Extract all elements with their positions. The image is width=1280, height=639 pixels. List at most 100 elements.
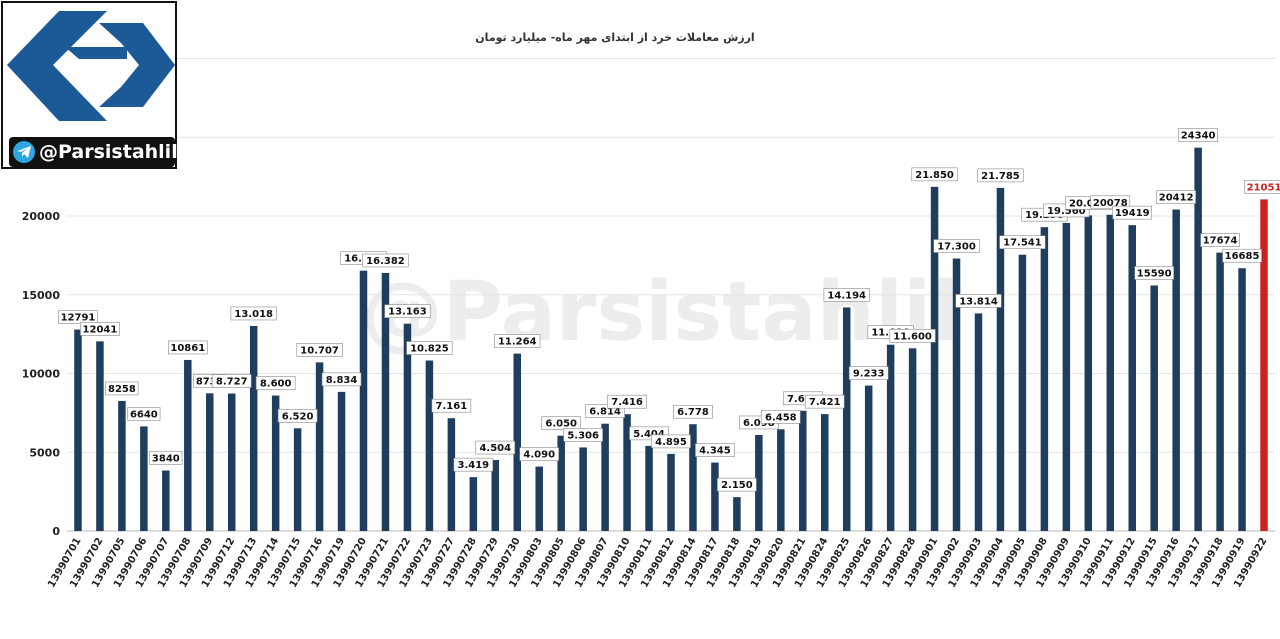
data-label-box <box>911 167 958 182</box>
bar <box>1150 285 1158 531</box>
data-label: 6.098 <box>743 418 775 429</box>
data-label-box <box>1200 233 1240 247</box>
data-label-box <box>431 398 472 413</box>
bar <box>864 385 873 531</box>
bar <box>601 423 609 531</box>
data-label: 16.382 <box>366 256 405 267</box>
data-label-box <box>362 253 409 268</box>
bar <box>799 410 807 531</box>
data-label: 20.036 <box>1069 198 1108 209</box>
bar <box>118 400 126 531</box>
data-label: 7.416 <box>611 397 643 408</box>
bar <box>1238 268 1246 531</box>
data-label-box <box>673 404 713 419</box>
data-label: 9.233 <box>853 369 885 380</box>
data-label: 8739 <box>196 376 224 387</box>
data-label: 5.404 <box>633 429 665 440</box>
bar <box>711 462 719 531</box>
bar <box>249 325 258 531</box>
data-label: 11.600 <box>893 331 932 342</box>
data-label-box <box>1134 266 1174 280</box>
bar <box>755 434 763 531</box>
data-label: 7.161 <box>436 401 468 412</box>
data-label: 8.727 <box>216 377 248 388</box>
data-label: 12041 <box>83 324 118 335</box>
bar <box>689 424 697 531</box>
bar <box>227 393 236 531</box>
data-label-box <box>823 288 870 302</box>
bar <box>733 497 741 531</box>
data-label-box <box>384 304 431 318</box>
bar <box>996 187 1005 532</box>
bar <box>206 393 214 531</box>
data-label: 4.090 <box>523 450 555 461</box>
data-label-box <box>1222 248 1262 263</box>
y-tick-label: 0 <box>52 525 60 538</box>
data-label-box <box>889 328 936 343</box>
data-label-box <box>475 440 516 455</box>
data-label-box <box>149 451 183 465</box>
bar <box>1260 199 1268 531</box>
telegram-handle[interactable]: @Parsistahlil <box>9 137 178 167</box>
bar <box>1062 222 1071 531</box>
data-label-box <box>1244 180 1280 194</box>
data-label-box <box>58 310 98 324</box>
data-label: 19.560 <box>1047 206 1086 217</box>
data-label-box <box>651 434 691 449</box>
data-label: 10.707 <box>300 345 339 356</box>
telegram-icon <box>13 141 35 163</box>
data-label-box <box>296 343 343 357</box>
bar <box>535 466 543 531</box>
bar <box>513 353 522 531</box>
bar <box>337 391 346 531</box>
bar <box>447 418 456 531</box>
handle-text: @Parsistahlil <box>39 141 178 163</box>
data-label: 3840 <box>152 454 180 465</box>
bar <box>952 258 961 531</box>
bar <box>425 360 434 531</box>
data-label: 2.150 <box>721 480 753 491</box>
data-label: 4.504 <box>479 443 511 454</box>
data-label: 15590 <box>1137 268 1172 279</box>
data-label-box <box>406 341 453 355</box>
data-label-box <box>804 394 845 409</box>
bar <box>1128 225 1136 531</box>
data-label: 10861 <box>170 343 205 354</box>
bar <box>886 344 895 531</box>
bar <box>820 414 829 531</box>
bar <box>1106 214 1115 532</box>
bar <box>1018 254 1027 531</box>
bar <box>491 460 500 531</box>
data-label-box <box>761 409 801 424</box>
bar <box>1194 147 1202 531</box>
bar <box>96 341 104 531</box>
bar <box>579 447 587 531</box>
data-label-box <box>563 428 603 442</box>
data-label-box <box>519 447 560 461</box>
bar <box>162 470 170 531</box>
data-label: 14.194 <box>827 290 866 301</box>
bar <box>623 414 631 531</box>
data-label: 12791 <box>61 313 96 324</box>
data-label: 13.018 <box>234 309 273 320</box>
data-label: 6640 <box>130 409 158 420</box>
chart-title: ارزش معاملات خرد از ابتدای مهر ماه- میلی… <box>475 31 754 44</box>
data-label: 6.458 <box>765 412 797 423</box>
bar <box>974 313 983 531</box>
data-label-box <box>1112 205 1153 220</box>
data-label-box <box>321 372 362 387</box>
data-label-box <box>541 416 581 431</box>
y-tick-label: 10000 <box>22 368 61 381</box>
bar <box>293 428 302 531</box>
data-label-box <box>977 168 1024 183</box>
data-label-box <box>999 235 1046 250</box>
data-label-box <box>607 394 647 409</box>
data-label-box <box>230 306 277 321</box>
bar <box>645 445 653 531</box>
bar <box>140 426 148 531</box>
x-axis-ticks: 1399070113990702139907051399070613990707… <box>46 536 1269 590</box>
bars <box>74 147 1268 532</box>
data-label-box <box>168 340 208 355</box>
data-label: 7.421 <box>809 397 841 408</box>
